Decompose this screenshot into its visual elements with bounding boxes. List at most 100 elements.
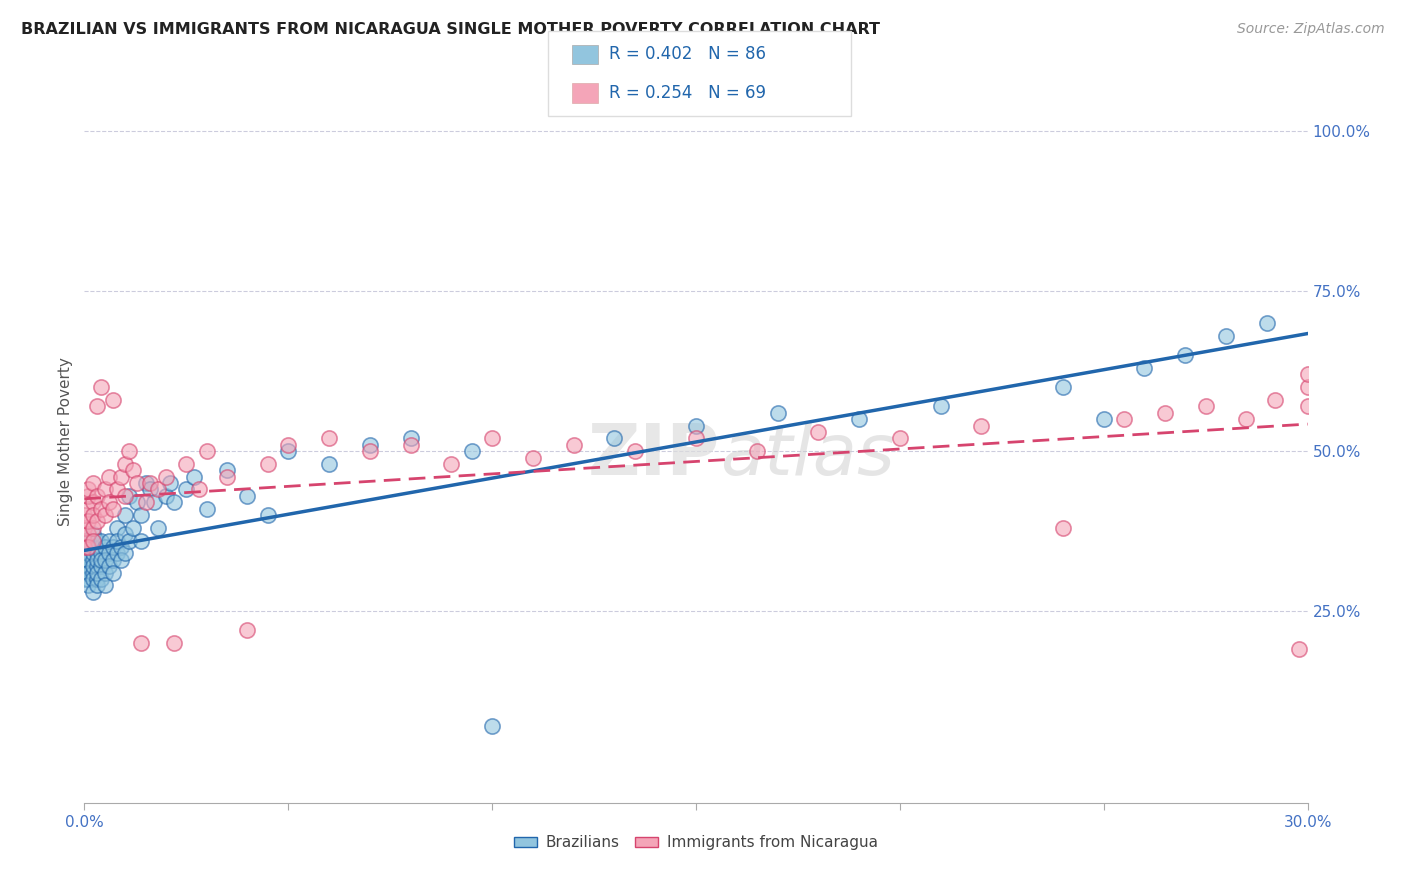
Point bbox=[77, 553, 100, 567]
Point bbox=[82, 527, 104, 541]
Text: ZIP: ZIP bbox=[588, 422, 720, 491]
Point bbox=[93, 566, 115, 580]
Point bbox=[73, 553, 96, 567]
Point bbox=[82, 521, 104, 535]
Point bbox=[97, 546, 120, 560]
Point bbox=[82, 476, 104, 491]
Point bbox=[318, 457, 340, 471]
Point bbox=[118, 533, 141, 548]
Point bbox=[82, 495, 104, 509]
Point bbox=[86, 559, 108, 574]
Point bbox=[82, 546, 104, 560]
Point bbox=[766, 406, 789, 420]
Point bbox=[82, 566, 104, 580]
Point bbox=[138, 476, 160, 491]
Point bbox=[73, 533, 96, 548]
Point bbox=[318, 431, 340, 445]
Point bbox=[90, 501, 112, 516]
Point bbox=[1236, 412, 1258, 426]
Point bbox=[155, 469, 177, 483]
Point bbox=[1052, 521, 1074, 535]
Point bbox=[118, 444, 141, 458]
Point bbox=[105, 521, 128, 535]
Point bbox=[399, 438, 422, 452]
Point bbox=[1154, 406, 1177, 420]
Point bbox=[110, 469, 132, 483]
Text: atlas: atlas bbox=[720, 422, 896, 491]
Point bbox=[77, 527, 100, 541]
Point bbox=[1264, 392, 1286, 407]
Point bbox=[86, 489, 108, 503]
Point bbox=[93, 553, 115, 567]
Point bbox=[277, 444, 299, 458]
Point bbox=[747, 444, 769, 458]
Point bbox=[73, 521, 96, 535]
Point bbox=[146, 483, 169, 497]
Point bbox=[807, 425, 830, 439]
Point bbox=[77, 566, 100, 580]
Point bbox=[86, 553, 108, 567]
Point bbox=[82, 553, 104, 567]
Point bbox=[101, 553, 124, 567]
Point bbox=[110, 553, 132, 567]
Point bbox=[1256, 316, 1278, 330]
Point bbox=[82, 559, 104, 574]
Point bbox=[481, 431, 503, 445]
Point bbox=[77, 546, 100, 560]
Point bbox=[236, 623, 259, 637]
Point bbox=[110, 540, 132, 554]
Point bbox=[118, 489, 141, 503]
Point bbox=[93, 483, 115, 497]
Point bbox=[114, 489, 136, 503]
Point bbox=[127, 495, 149, 509]
Point bbox=[183, 469, 205, 483]
Point bbox=[77, 483, 100, 497]
Point bbox=[461, 444, 484, 458]
Point bbox=[257, 457, 280, 471]
Point bbox=[399, 431, 422, 445]
Text: Source: ZipAtlas.com: Source: ZipAtlas.com bbox=[1237, 22, 1385, 37]
Point bbox=[163, 636, 186, 650]
Point bbox=[77, 515, 100, 529]
Point bbox=[122, 463, 145, 477]
Point bbox=[174, 483, 197, 497]
Point bbox=[624, 444, 647, 458]
Point bbox=[1195, 400, 1218, 414]
Point bbox=[90, 572, 112, 586]
Point bbox=[236, 489, 259, 503]
Point bbox=[105, 546, 128, 560]
Point bbox=[1052, 380, 1074, 394]
Point bbox=[277, 438, 299, 452]
Point bbox=[159, 476, 181, 491]
Point bbox=[174, 457, 197, 471]
Point bbox=[187, 483, 209, 497]
Point bbox=[1296, 400, 1319, 414]
Point bbox=[97, 469, 120, 483]
Point bbox=[522, 450, 544, 465]
Point bbox=[195, 444, 218, 458]
Point bbox=[90, 553, 112, 567]
Point bbox=[146, 521, 169, 535]
Point bbox=[131, 508, 153, 522]
Y-axis label: Single Mother Poverty: Single Mother Poverty bbox=[58, 357, 73, 526]
Point bbox=[101, 540, 124, 554]
Point bbox=[73, 540, 96, 554]
Point bbox=[86, 572, 108, 586]
Point bbox=[114, 508, 136, 522]
Point bbox=[603, 431, 626, 445]
Point bbox=[82, 584, 104, 599]
Point bbox=[77, 501, 100, 516]
Point bbox=[90, 380, 112, 394]
Point bbox=[73, 572, 96, 586]
Point bbox=[1133, 361, 1156, 376]
Point bbox=[86, 578, 108, 592]
Point bbox=[97, 495, 120, 509]
Point bbox=[1288, 642, 1310, 657]
Point bbox=[122, 521, 145, 535]
Legend: Brazilians, Immigrants from Nicaragua: Brazilians, Immigrants from Nicaragua bbox=[508, 830, 884, 856]
Point bbox=[131, 533, 153, 548]
Point bbox=[101, 566, 124, 580]
Point bbox=[685, 431, 707, 445]
Point bbox=[929, 400, 952, 414]
Point bbox=[82, 572, 104, 586]
